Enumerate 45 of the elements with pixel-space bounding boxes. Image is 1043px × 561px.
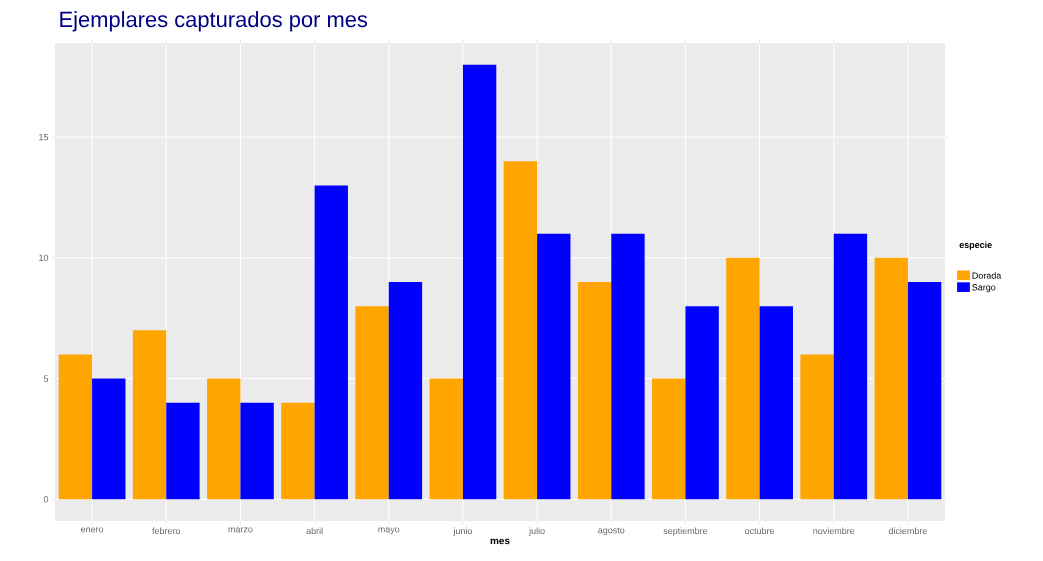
bar [874,257,908,500]
legend-label: Sargo [972,284,996,293]
y-tick-label: 0 [43,496,49,503]
bar [281,402,315,500]
bar [685,306,719,500]
bar [833,233,868,500]
bar [240,402,274,500]
chart-title: Ejemplares capturados por mes [60,11,368,32]
bar [355,306,389,500]
bar [759,306,793,500]
bar [166,402,200,500]
bar [537,233,571,500]
x-tick-label: abril [306,527,323,535]
x-axis-title: mes [490,538,510,545]
x-tick-label: julio [528,527,545,536]
bar [907,282,942,500]
bar [462,64,497,500]
bar [314,185,348,500]
bar [800,354,834,500]
bar [577,282,612,500]
x-tick-label: febrero [152,527,181,535]
bar [652,378,686,500]
bar [388,282,423,500]
bar [58,354,93,500]
x-tick-label: marzo [228,527,253,533]
bar [92,378,126,500]
x-tick-label: agosto [598,527,625,536]
legend-title: especie [959,241,992,250]
y-tick-label: 15 [39,134,49,141]
legend-label: Dorada [972,272,1002,279]
y-tick-label: 10 [39,254,49,262]
x-tick-label: mayo [378,527,400,535]
bar [503,161,538,500]
bar [132,330,167,500]
x-tick-label: enero [80,527,104,533]
x-tick-label: septiembre [663,527,708,536]
bar [429,378,463,500]
x-tick-label: diciembre [888,527,927,535]
bar [726,257,760,500]
x-tick-label: octubre [745,527,775,535]
x-tick-label: noviembre [813,527,855,535]
x-tick-label: junio [453,527,473,536]
bar [611,233,645,500]
bar [207,378,241,500]
y-tick-label: 5 [43,375,49,382]
